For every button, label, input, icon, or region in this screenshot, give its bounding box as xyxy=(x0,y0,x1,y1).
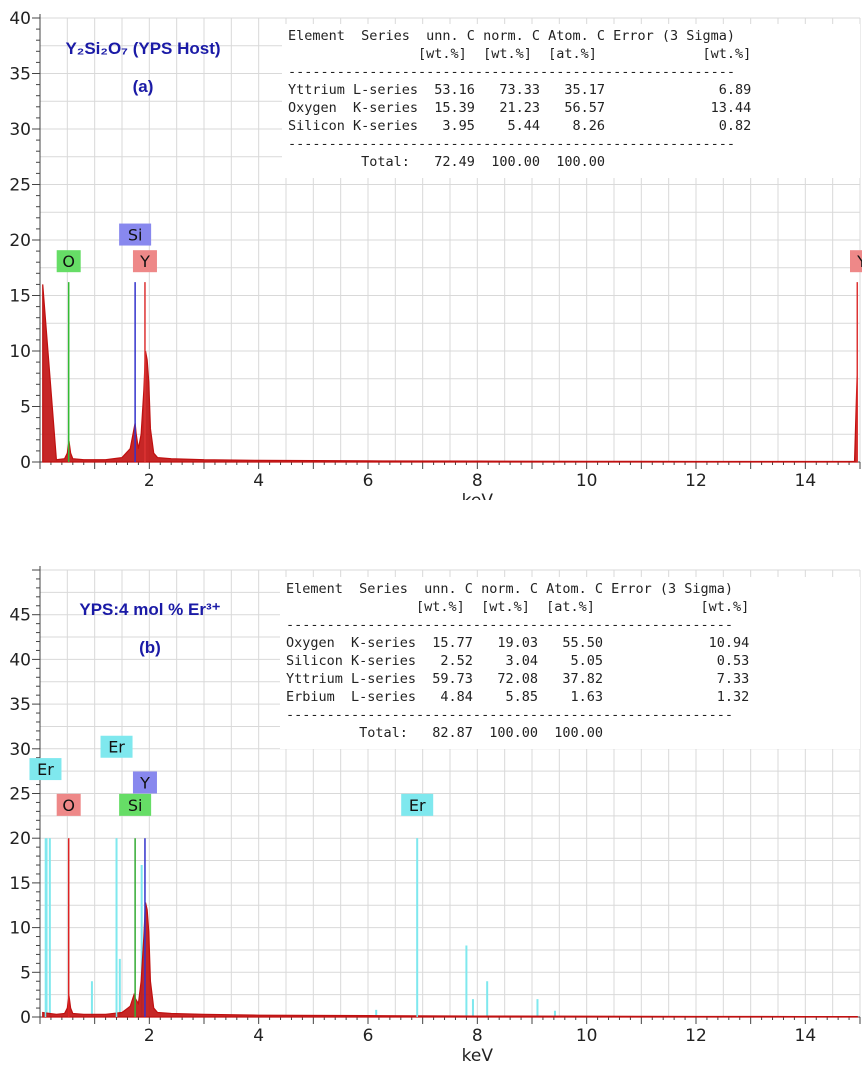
chart1-peak-label-box xyxy=(119,793,152,816)
eds-chart-b: 0 5 10 15 20 25 30 35 40 45 2 4 6 8 10 12 14 keV Er O Er Y Si E… xyxy=(9,566,861,1066)
chart0-y-tick-label: 10 xyxy=(9,342,31,362)
chart0-x-tick-label: 8 xyxy=(472,471,483,491)
chart0-y-tick-label: 40 xyxy=(9,9,31,29)
chart0-y-tick-label: 5 xyxy=(20,398,31,418)
chart1-y-tick-label: 45 xyxy=(9,606,31,626)
chart0-y-tick-label: 20 xyxy=(9,231,31,251)
chart0-table-row: Oxygen K-series 15.39 21.23 56.57 13.44 xyxy=(288,100,751,116)
chart0-table-total: Total: 72.49 100.00 100.00 xyxy=(288,154,605,170)
chart1-peak-label-o: O xyxy=(62,796,75,815)
chart0-y-tick-label: 30 xyxy=(9,120,31,140)
chart1-results-table-bg xyxy=(280,577,860,749)
chart0-peak-label-box xyxy=(132,250,157,273)
chart0-peak-label-box xyxy=(850,250,862,273)
chart0-panel-label: (a) xyxy=(133,77,154,96)
chart0-x-tick-label: 12 xyxy=(685,471,707,491)
chart1-y-tick-label: 35 xyxy=(9,695,31,715)
chart1-x-tick-label: 10 xyxy=(576,1026,598,1046)
chart1-x-tick-label: 6 xyxy=(363,1026,374,1046)
chart1-y-tick-label: 25 xyxy=(9,785,31,805)
chart0-peak-label-o: O xyxy=(62,252,75,271)
chart0-table-rule: ----------------------------------------… xyxy=(288,136,735,152)
chart0-y-tick-label: 15 xyxy=(9,287,31,307)
chart1-y-tick-label: 5 xyxy=(20,963,31,983)
chart1-peak-label-box xyxy=(29,758,62,781)
chart1-table-row: Oxygen K-series 15.77 19.03 55.50 10.94 xyxy=(286,635,749,651)
chart1-table-row: Yttrium L-series 59.73 72.08 37.82 7.33 xyxy=(286,671,749,687)
chart0-x-tick-label: 10 xyxy=(576,471,598,491)
chart1-peak-label-box xyxy=(132,771,157,794)
chart0-y-tick-label: 35 xyxy=(9,65,31,85)
chart0-x-axis-title: keV xyxy=(462,491,494,500)
chart1-panel-label: (b) xyxy=(139,638,161,657)
chart1-y-tick-label: 40 xyxy=(9,650,31,670)
chart0-x-tick-label: 6 xyxy=(363,471,374,491)
chart1-peak-label-er: Er xyxy=(108,738,125,757)
chart1-peak-label-box xyxy=(100,735,133,758)
chart1-x-tick-label: 8 xyxy=(472,1026,483,1046)
chart0-x-tick-label: 2 xyxy=(144,471,155,491)
chart1-table-header: Element Series unn. C norm. C Atom. C Er… xyxy=(286,581,733,597)
chart1-panel-title: YPS:4 mol % Er³⁺ xyxy=(79,600,220,619)
chart0-results-table-bg xyxy=(282,24,860,178)
chart1-peak-label-y: Y xyxy=(139,774,150,793)
chart1-peak-label-er: Er xyxy=(409,796,426,815)
chart1-x-tick-label: 4 xyxy=(253,1026,264,1046)
chart1-y-tick-label: 20 xyxy=(9,829,31,849)
chart1-x-tick-label: 12 xyxy=(685,1026,707,1046)
chart0-table-rule: ----------------------------------------… xyxy=(288,64,735,80)
chart1-table-row: Erbium L-series 4.84 5.85 1.63 1.32 xyxy=(286,689,749,705)
chart0-panel-title: Y₂Si₂O₇ (YPS Host) xyxy=(65,39,220,58)
eds-spectrum-panel-a: 0 5 10 15 20 25 30 35 40 2 4 6 8 10 12 14 keV O Si Y Y Elemen… xyxy=(0,0,862,500)
chart0-peak-label-box xyxy=(56,250,81,273)
chart1-table-row: Silicon K-series 2.52 3.04 5.05 0.53 xyxy=(286,653,749,669)
chart1-y-tick-label: 10 xyxy=(9,919,31,939)
chart0-table-row: Yttrium L-series 53.16 73.33 35.17 6.89 xyxy=(288,82,751,98)
chart1-y-tick-label: 15 xyxy=(9,874,31,894)
chart0-table-units: [wt.%] [wt.%] [at.%] [wt.%] xyxy=(288,46,751,62)
chart1-y-tick-label: 0 xyxy=(20,1008,31,1028)
chart1-table-units: [wt.%] [wt.%] [at.%] [wt.%] xyxy=(286,599,749,615)
chart0-peak-label-y: Y xyxy=(139,252,150,271)
chart1-table-rule: ----------------------------------------… xyxy=(286,617,733,633)
eds-spectrum-panel-b: 0 5 10 15 20 25 30 35 40 45 2 4 6 8 10 12 14 keV Er O Er Y Si E… xyxy=(0,555,862,1078)
chart1-peak-label-box xyxy=(401,793,434,816)
chart0-y-tick-label: 0 xyxy=(20,453,31,473)
eds-chart-a: 0 5 10 15 20 25 30 35 40 2 4 6 8 10 12 14 keV O Si Y Y Elemen… xyxy=(9,9,862,500)
chart1-table-total: Total: 82.87 100.00 100.00 xyxy=(286,725,603,741)
chart1-y-tick-label: 30 xyxy=(9,740,31,760)
chart1-table-rule: ----------------------------------------… xyxy=(286,707,733,723)
chart0-table-row: Silicon K-series 3.95 5.44 8.26 0.82 xyxy=(288,118,751,134)
chart0-peak-label-y: Y xyxy=(856,252,862,271)
chart1-peak-label-box xyxy=(56,793,81,816)
chart1-x-tick-label: 14 xyxy=(795,1026,817,1046)
chart0-y-tick-label: 25 xyxy=(9,176,31,196)
chart0-peak-label-box xyxy=(119,223,152,246)
chart0-x-tick-label: 4 xyxy=(253,471,264,491)
chart0-peak-label-si: Si xyxy=(128,226,143,245)
chart1-x-tick-label: 2 xyxy=(144,1026,155,1046)
chart1-peak-label-er: Er xyxy=(37,760,54,779)
chart1-peak-label-si: Si xyxy=(128,796,143,815)
chart1-x-axis-title: keV xyxy=(462,1046,494,1066)
chart0-table-header: Element Series unn. C norm. C Atom. C Er… xyxy=(288,28,735,44)
chart0-x-tick-label: 14 xyxy=(795,471,817,491)
